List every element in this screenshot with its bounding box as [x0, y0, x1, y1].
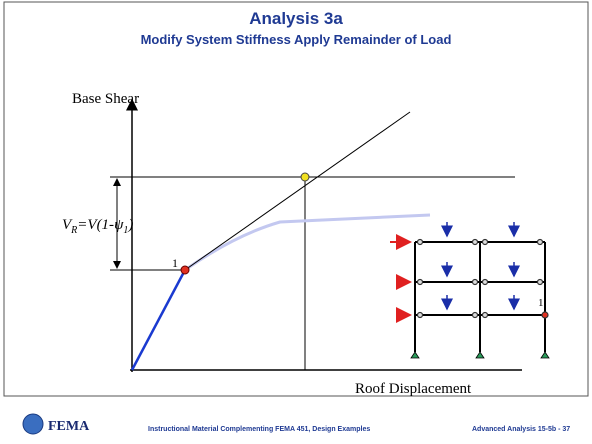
hinge: [536, 238, 544, 246]
frame: 1: [390, 222, 550, 359]
hinge-label: 1: [538, 297, 544, 309]
target-point: [300, 172, 310, 182]
hinge: [481, 278, 489, 286]
point-label: 1: [172, 256, 178, 270]
slide-frame: [3, 1, 589, 397]
footer-center: Instructional Material Complementing FEM…: [148, 426, 370, 433]
vr-label: VR=V(1-ψ1): [62, 217, 133, 236]
initial-segment: [130, 269, 187, 371]
hinge: [416, 311, 424, 319]
yield-point: [180, 265, 190, 275]
logo-text: FEMA: [48, 419, 90, 434]
hinge: [536, 278, 544, 286]
hinge: [416, 238, 424, 246]
y-axis-label: Base Shear: [72, 91, 139, 107]
modified-stiffness-line: [184, 111, 411, 271]
support: [475, 351, 485, 359]
hinge: [471, 278, 479, 286]
hinge-yielded: [541, 311, 549, 319]
hinge: [481, 311, 489, 319]
footer: FEMA Instructional Material Complementin…: [22, 413, 570, 435]
hinge: [416, 278, 424, 286]
support: [410, 351, 420, 359]
footer-right: Advanced Analysis 15-5b - 37: [472, 426, 570, 433]
pushover-plot: Base Shear Roof Displacement VR=V(1-ψ1) …: [62, 91, 522, 397]
x-axis-label: Roof Displacement: [355, 381, 472, 397]
support: [540, 351, 550, 359]
title: Analysis 3a: [249, 9, 343, 28]
hinge: [471, 311, 479, 319]
subtitle: Modify System Stiffness Apply Remainder …: [141, 32, 452, 47]
hinge: [481, 238, 489, 246]
logo-seal: [22, 413, 44, 435]
hinge: [471, 238, 479, 246]
